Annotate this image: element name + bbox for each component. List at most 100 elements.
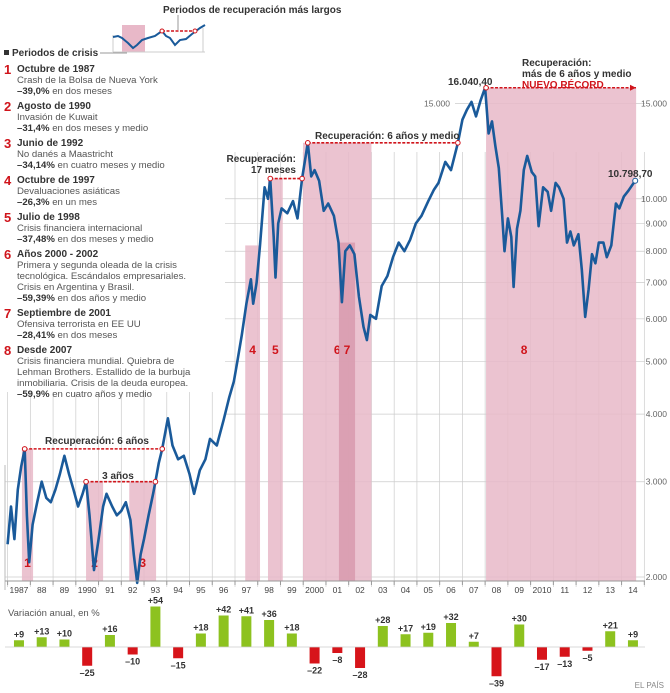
x-tick-label: 09 (515, 585, 525, 595)
annotations: Recuperación: 6 años 3 años Recuperación… (8, 58, 664, 690)
crisis-duration: en un mes (49, 197, 98, 208)
crisis-duration: en dos meses (49, 86, 112, 97)
last-value-marker (632, 177, 639, 184)
crisis-pct: –39,0% (17, 86, 50, 97)
bar-2004 (400, 634, 411, 647)
crisis-title: Octubre de 1987 (17, 64, 95, 75)
bar-value-label: +9 (628, 629, 638, 639)
crisis-description: Crisis en Argentina y Brasil. (17, 282, 135, 293)
crisis-pct: –37,48% (17, 234, 55, 245)
bar-value-label: +16 (102, 624, 117, 634)
x-tick-label: 14 (628, 585, 638, 595)
x-tick-label: 11 (560, 585, 569, 595)
bar-2000 (309, 647, 320, 664)
x-tick-label: 06 (446, 585, 456, 595)
x-tick-label: 92 (128, 585, 138, 595)
bar-value-label: +18 (193, 623, 208, 633)
bar-value-label: +54 (148, 596, 163, 606)
bar-value-label: –39 (489, 678, 504, 688)
x-tick-label: 12 (583, 585, 593, 595)
crisis-duration: en dos meses (54, 330, 118, 341)
crisis-number: 1 (4, 62, 12, 77)
x-tick-label: 13 (605, 585, 615, 595)
crisis-title: Agosto de 1990 (17, 101, 91, 112)
y-tick-label: 9.000 (646, 219, 668, 229)
recovery-label-1990: 3 años (102, 471, 134, 482)
crisis-item: 5 Julio de 1998 Crisis financiera internac… (4, 211, 234, 245)
bar-value-label: –15 (171, 660, 186, 670)
bar-2014 (627, 640, 638, 647)
crisis-shade-8 (486, 87, 637, 581)
crisis-item: 7 Septiembre de 2001 Ofensiva terrorista e… (4, 307, 234, 341)
crisis-shade-6 (302, 142, 372, 582)
bar-value-label: –22 (307, 666, 322, 676)
crisis-number: 2 (4, 99, 12, 114)
x-tick-label: 97 (242, 585, 252, 595)
bar-2009 (514, 624, 525, 647)
crisis-title: Julio de 1998 (17, 212, 80, 223)
crisis-pct: –34,14% (17, 160, 55, 171)
crisis-drop: –59,39% en dos años y medio (17, 293, 234, 304)
recovery-label-1987: Recuperación: 6 años (45, 436, 149, 447)
crisis-shade-5 (267, 178, 283, 581)
bar-2003 (377, 626, 388, 647)
crisis-number-label: 1 (24, 556, 31, 570)
y-tick-label: 7.000 (646, 278, 668, 288)
crisis-number-label: 8 (521, 343, 528, 357)
x-tick-label: 2010 (533, 585, 552, 595)
crisis-drop: –31,4% en dos meses y medio (17, 123, 234, 134)
bar-1987 (13, 640, 24, 647)
y-tick-label: 8.000 (646, 246, 668, 256)
crisis-title: Desde 2007 (17, 345, 73, 356)
crisis-pct: –28,41% (17, 330, 55, 341)
y-axis: 2.000 3.000 4.000 5.000 6.000 7.000 8.000 9.000… (424, 98, 667, 582)
inset-dot (192, 28, 198, 34)
y-tick-label: 10.000 (641, 194, 667, 204)
bar-value-label: +41 (239, 605, 254, 615)
x-tick-label: 02 (355, 585, 365, 595)
x-tick-label: 95 (196, 585, 206, 595)
bar-2001 (332, 647, 343, 653)
crisis-title: Septiembre de 2001 (17, 308, 111, 319)
x-tick-label: 96 (219, 585, 229, 595)
bar-value-label: –13 (557, 659, 572, 669)
crisis-item: 1 Octubre de 1987 Crash de la Bolsa de Nue… (4, 62, 234, 97)
bar-value-label: +21 (603, 620, 618, 630)
crisis-title: Octubre de 1997 (17, 175, 95, 186)
crisis-drop: –37,48% en dos meses y medio (17, 234, 234, 245)
recovery-label-1998-line2: 17 meses (251, 165, 296, 176)
bar-value-label: +19 (421, 622, 436, 632)
recovery-lines (21, 84, 636, 485)
new-record-label: NUEVO RÉCORD (522, 78, 604, 91)
bar-1993 (150, 606, 161, 647)
x-tick-label: 89 (60, 585, 70, 595)
recovery-start-dot (21, 446, 28, 452)
bar-value-label: –8 (332, 655, 342, 665)
x-tick-label: 03 (378, 585, 388, 595)
crisis-title: Años 2000 - 2002 (17, 249, 99, 260)
crisis-item: 6 Años 2000 - 2002 Primera y segunda olead… (4, 247, 234, 304)
inset-dot (159, 28, 165, 34)
bar-1994 (173, 647, 184, 659)
bar-value-label: +30 (512, 614, 527, 624)
crisis-item: 2 Agosto de 1990 Invasión de Kuwait –31,4% … (4, 99, 234, 134)
x-tick-label: 04 (401, 585, 411, 595)
index-series-line (6, 86, 637, 585)
crisis-title: Junio de 1992 (17, 138, 84, 149)
y-tick-label-left: 15.000 (424, 98, 450, 108)
x-axis: 1987 88 89 1990 91 92 93 94 95 96 97 98 99 2000 01 02 03… (5, 580, 645, 595)
x-tick-label: 98 (264, 585, 274, 595)
recovery-start-dot (83, 478, 89, 485)
x-tick-label: 99 (287, 585, 297, 595)
bar-1990 (82, 647, 93, 666)
bar-1988 (36, 637, 47, 647)
crisis-number-label: 5 (272, 343, 279, 357)
crisis-number-label: 7 (344, 343, 351, 357)
crisis-drop: –26,3% en un mes (17, 197, 234, 208)
x-tick-label: 07 (469, 585, 479, 595)
crisis-drop: –39,0% en dos meses (17, 86, 234, 97)
crisis-number: 6 (4, 247, 12, 262)
y-tick-label: 5.000 (646, 357, 668, 367)
crisis-description: Crash de la Bolsa de Nueva York (17, 75, 158, 86)
